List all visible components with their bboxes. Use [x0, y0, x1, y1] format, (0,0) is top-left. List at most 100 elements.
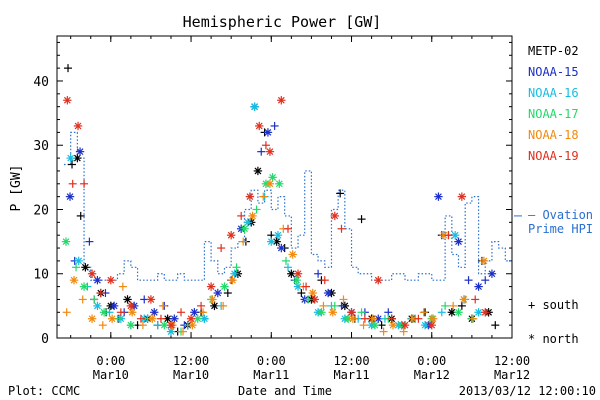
marker-key-north: * north — [528, 332, 579, 346]
data-point-star — [73, 121, 83, 131]
data-point-star — [230, 269, 239, 278]
data-point-star — [368, 314, 378, 323]
data-point-star — [308, 288, 317, 298]
data-point-star — [255, 121, 264, 131]
y-axis-label: P [GW] — [9, 165, 24, 212]
data-point-star — [66, 153, 75, 163]
data-point-plus — [270, 121, 279, 130]
data-point-star — [65, 192, 75, 201]
data-point-star — [245, 192, 255, 201]
data-point-star — [63, 96, 72, 105]
data-point-star — [459, 295, 469, 304]
data-point-star — [228, 275, 237, 285]
data-point-star — [275, 179, 284, 188]
data-point-star — [347, 308, 356, 317]
y-tick-label: 30 — [33, 139, 49, 154]
data-point-plus — [357, 215, 366, 224]
data-point-star — [186, 314, 196, 323]
data-point-star — [160, 320, 169, 330]
data-point-plus — [156, 314, 165, 323]
data-point-plus — [219, 301, 228, 310]
data-point-star — [408, 314, 418, 323]
data-point-star — [265, 147, 275, 156]
data-point-star — [273, 230, 283, 240]
data-point-star — [439, 230, 448, 240]
data-point-plus — [419, 308, 428, 317]
x-tick-label-time: 12:00 — [494, 354, 530, 368]
data-point-star — [93, 301, 102, 311]
data-point-star — [87, 269, 97, 278]
data-point-plus — [252, 205, 261, 214]
legend-entry-noaa-17: NOAA-17 — [528, 107, 579, 121]
data-point-star — [293, 269, 303, 278]
data-point-plus — [90, 295, 99, 304]
data-point-plus — [80, 179, 89, 188]
data-point-star — [243, 218, 253, 227]
data-point-plus — [297, 289, 306, 298]
data-point-star — [150, 308, 159, 317]
data-point-plus — [441, 301, 450, 310]
data-point-star — [388, 320, 398, 330]
data-point-star — [107, 314, 117, 323]
data-point-plus — [469, 314, 478, 323]
data-point-star — [200, 314, 209, 323]
data-point-plus — [78, 295, 87, 304]
x-tick-label-date: Mar11 — [253, 368, 289, 382]
data-point-plus — [98, 321, 107, 330]
data-point-star — [487, 269, 497, 278]
data-point-plus — [116, 308, 125, 317]
hpi-legend-label-line2: Prime HPI — [528, 222, 593, 236]
data-point-plus — [281, 256, 290, 265]
x-tick-label-date: Mar10 — [173, 368, 209, 382]
data-point-plus — [360, 314, 369, 323]
data-point-plus — [284, 224, 292, 233]
data-point-star — [374, 275, 383, 285]
data-point-plus — [223, 289, 232, 298]
data-point-star — [190, 308, 199, 317]
x-tick-label-date: Mar11 — [333, 368, 369, 382]
data-point-plus — [491, 321, 500, 330]
data-point-star — [479, 256, 489, 266]
data-point-plus — [261, 141, 270, 150]
data-point-plus — [379, 327, 388, 336]
data-point-plus — [314, 269, 323, 278]
data-point-star — [474, 282, 483, 291]
data-point-star — [126, 301, 136, 311]
data-point-plus — [357, 308, 366, 317]
data-point-star — [434, 192, 443, 201]
data-point-plus — [339, 295, 348, 304]
legend-entry-metp-02: METP-02 — [528, 44, 579, 58]
data-point-star — [454, 308, 463, 317]
data-point-star — [253, 166, 263, 176]
data-point-star — [61, 237, 71, 246]
data-point-plus — [68, 179, 77, 188]
x-tick-label-time: 0:00 — [257, 354, 286, 368]
data-point-plus — [284, 263, 292, 272]
x-tick-label-time: 0:00 — [96, 354, 125, 368]
data-point-plus — [444, 231, 453, 240]
data-point-star — [427, 320, 436, 330]
data-point-star — [267, 237, 276, 246]
data-points — [61, 64, 500, 336]
data-point-star — [93, 275, 102, 285]
data-point-star — [323, 288, 333, 298]
data-point-star — [188, 320, 197, 330]
data-point-star — [75, 147, 85, 156]
data-point-plus — [336, 189, 345, 198]
data-point-star — [328, 308, 337, 317]
data-point-star — [400, 320, 410, 330]
data-point-plus — [96, 289, 105, 298]
data-point-plus — [239, 237, 248, 246]
y-axis-ticks: 0 10 20 30 40 — [33, 41, 512, 347]
data-point-plus — [199, 308, 208, 317]
data-point-star — [292, 275, 301, 285]
data-point-plus — [387, 314, 396, 323]
data-point-plus — [118, 282, 127, 291]
x-axis-ticks: 0:00Mar1012:00Mar100:00Mar1112:00Mar110:… — [70, 36, 530, 382]
data-point-plus — [320, 276, 329, 285]
data-point-plus — [471, 295, 480, 304]
data-point-star — [240, 224, 249, 233]
data-point-star — [250, 102, 259, 111]
data-point-plus — [177, 308, 186, 317]
data-point-plus — [414, 314, 423, 323]
